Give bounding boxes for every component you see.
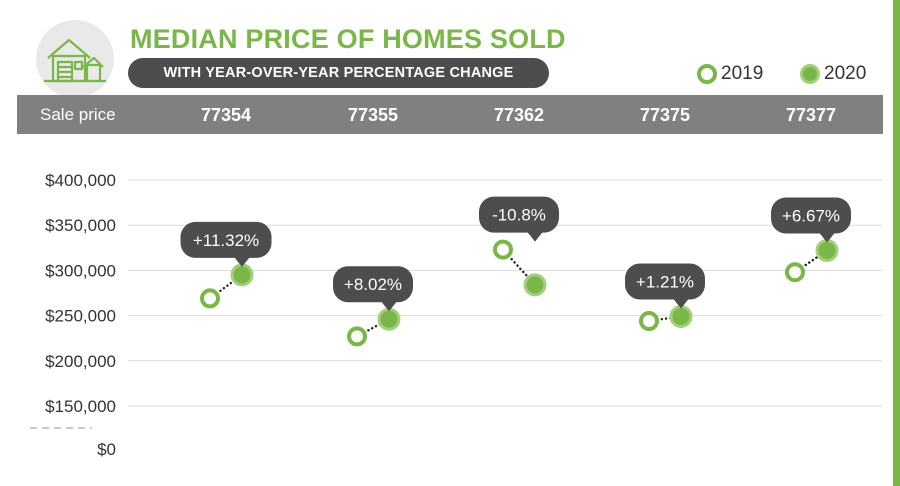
callout-pointer [673,298,689,309]
y-tick-label: $350,000 [45,216,116,235]
legend-marker-2020 [800,64,820,84]
point-2019 [493,239,513,260]
chart-subtitle: WITH YEAR-OVER-YEAR PERCENTAGE CHANGE [128,58,549,88]
point-2020 [377,307,401,331]
y-tick-label: $250,000 [45,307,116,326]
logo-badge [36,20,114,98]
legend-label-2019: 2019 [721,63,764,84]
y-tick-label: $150,000 [45,397,116,416]
point-2019 [200,288,220,309]
point-2019 [347,326,367,347]
point-2019 [639,311,659,332]
callout-pointer [819,232,835,243]
change-label: +1.21% [636,273,694,292]
change-label: +6.67% [782,207,840,226]
change-callout-bubble [479,196,559,233]
header-label: Sale price [40,105,116,124]
y-tick-label: $0 [97,440,116,459]
y-tick-label: $300,000 [45,261,116,280]
callout-pointer [234,256,250,267]
change-callout-bubble [180,221,272,258]
zip-label-77354: 77354 [200,105,252,125]
point-2020 [230,263,254,287]
house-icon [44,38,106,83]
change-callout-bubble [333,266,413,303]
change-label: +8.02% [344,275,402,294]
change-label: +11.32% [193,231,259,250]
zip-label-77375: 77375 [639,105,691,125]
change-callout-bubble [771,197,851,234]
right-edge-accent-bar [893,0,900,486]
zip-label-77355: 77355 [347,105,399,125]
point-2020 [815,239,839,263]
point-2019 [785,262,805,283]
change-label: -10.8% [492,206,546,225]
chart-title: MEDIAN PRICE OF HOMES SOLD [130,24,566,54]
header-band [17,95,883,134]
point-2020 [669,305,693,329]
y-tick-label: $200,000 [45,352,116,371]
change-callout-bubble [625,263,705,300]
legend-label-2020: 2020 [824,63,867,84]
legend-marker-2019 [697,64,717,84]
y-tick-label: $400,000 [45,171,116,190]
point-2020 [523,273,547,297]
callout-pointer [381,301,397,312]
zip-label-77362: 77362 [493,105,545,125]
zip-label-77377: 77377 [785,105,837,125]
callout-pointer [527,231,543,242]
